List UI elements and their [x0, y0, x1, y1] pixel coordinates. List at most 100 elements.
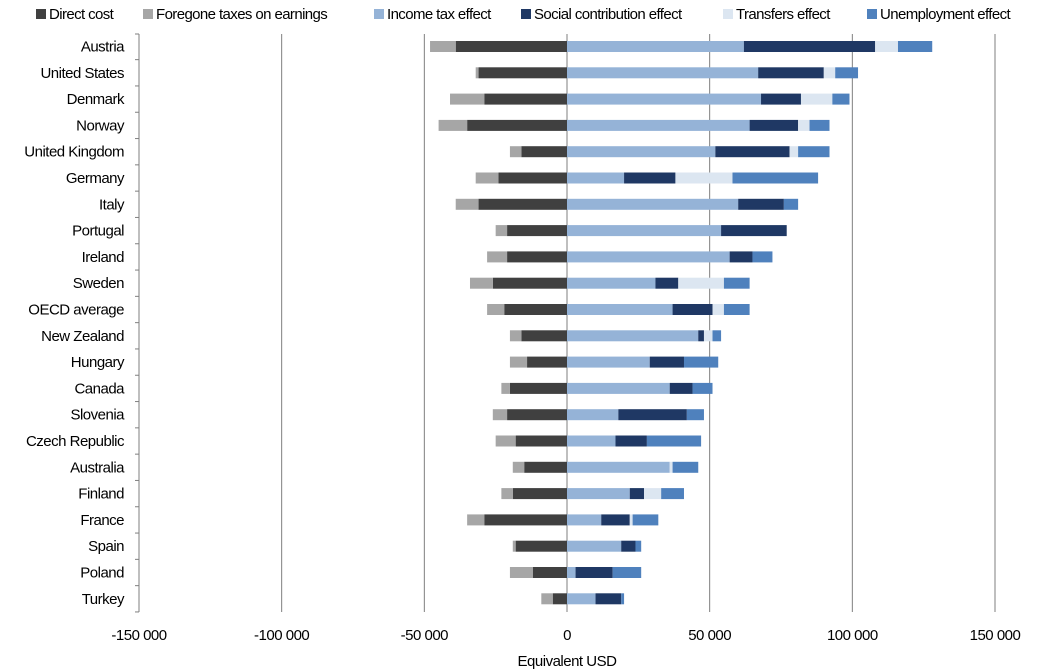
bar-czech-republic-direct-cost	[515, 435, 567, 447]
legend-label: Transfers effect	[736, 6, 831, 23]
bar-spain-foregone-taxes-on-earnings	[512, 540, 516, 552]
bar-denmark-transfers-effect	[800, 93, 833, 105]
bar-slovenia-income-tax-effect	[567, 409, 619, 421]
category-label: Finland	[78, 486, 124, 503]
bar-sweden-transfers-effect	[678, 277, 724, 289]
legend-label: Foregone taxes on earnings	[156, 6, 327, 23]
bar-austria-direct-cost	[455, 41, 567, 52]
bar-austria-transfers-effect	[875, 41, 898, 52]
bar-czech-republic-social-contribution-effect	[615, 435, 647, 447]
category-label: Poland	[80, 565, 124, 582]
bar-ireland-foregone-taxes-on-earnings	[487, 251, 508, 263]
bar-france-unemployment-effect	[632, 514, 659, 526]
bar-germany-unemployment-effect	[732, 172, 819, 184]
x-tick-label: -50 000	[401, 627, 449, 644]
bar-united-kingdom-transfers-effect	[789, 146, 799, 158]
x-tick-label: 100 000	[827, 627, 878, 644]
bar-turkey-social-contribution-effect	[595, 593, 622, 605]
bar-slovenia-social-contribution-effect	[618, 409, 687, 421]
bar-norway-transfers-effect	[798, 119, 810, 131]
category-label: Portugal	[72, 223, 124, 240]
legend-item-foregone-taxes-on-earnings: Foregone taxes on earnings	[143, 6, 328, 23]
bar-portugal-direct-cost	[507, 225, 567, 237]
bar-norway-unemployment-effect	[809, 119, 830, 131]
bar-oecd-average-foregone-taxes-on-earnings	[487, 304, 505, 315]
bar-portugal-foregone-taxes-on-earnings	[495, 225, 508, 237]
bar-united-states-income-tax-effect	[567, 67, 759, 79]
bar-united-kingdom-income-tax-effect	[567, 146, 716, 158]
bar-hungary-social-contribution-effect	[649, 356, 684, 368]
bar-slovenia-foregone-taxes-on-earnings	[492, 409, 508, 421]
legend-item-social-contribution-effect: Social contribution effect	[521, 6, 684, 23]
bar-sweden-social-contribution-effect	[655, 277, 679, 289]
bar-spain-direct-cost	[515, 540, 567, 552]
bar-finland-unemployment-effect	[661, 488, 684, 500]
category-label: New Zealand	[41, 328, 124, 345]
category-label: United States	[40, 65, 124, 82]
bar-italy-direct-cost	[478, 198, 567, 210]
category-label: Spain	[88, 538, 124, 555]
bar-ireland-direct-cost	[507, 251, 567, 263]
bar-italy-foregone-taxes-on-earnings	[455, 198, 479, 210]
bar-sweden-unemployment-effect	[723, 277, 750, 289]
bar-australia-income-tax-effect	[567, 461, 670, 473]
category-label: Australia	[70, 459, 125, 476]
category-labels: Austria United States Denmark Norway United …	[24, 39, 125, 608]
tick-labels: -150 000 -100 000 -50 000 0 50 000 100 000 150…	[111, 627, 1021, 644]
legend-swatch	[723, 9, 733, 19]
category-label: Turkey	[82, 591, 125, 608]
category-label: Slovenia	[70, 407, 125, 424]
bar-sweden-direct-cost	[492, 277, 567, 289]
legend-label: Direct cost	[49, 6, 115, 23]
x-tick-label: 150 000	[970, 627, 1021, 644]
category-label: Canada	[74, 380, 125, 397]
bar-finland-direct-cost	[512, 488, 567, 500]
bar-france-transfers-effect	[629, 514, 633, 526]
bar-united-states-unemployment-effect	[835, 67, 859, 79]
bar-turkey-unemployment-effect	[621, 593, 625, 605]
bar-sweden-income-tax-effect	[567, 277, 656, 289]
category-label: Germany	[66, 170, 125, 187]
bar-slovenia-unemployment-effect	[686, 409, 704, 421]
bar-denmark-unemployment-effect	[832, 93, 850, 105]
category-label: Hungary	[71, 354, 125, 371]
bar-turkey-foregone-taxes-on-earnings	[541, 593, 553, 605]
bar-france-income-tax-effect	[567, 514, 602, 526]
bar-united-kingdom-social-contribution-effect	[715, 146, 790, 158]
bar-united-kingdom-direct-cost	[521, 146, 567, 158]
bar-united-states-direct-cost	[478, 67, 567, 79]
bar-finland-foregone-taxes-on-earnings	[501, 488, 513, 500]
bar-united-states-foregone-taxes-on-earnings	[475, 67, 479, 79]
bar-denmark-direct-cost	[484, 93, 567, 105]
bar-poland-foregone-taxes-on-earnings	[509, 567, 533, 578]
bar-denmark-foregone-taxes-on-earnings	[450, 93, 485, 105]
bar-oecd-average-transfers-effect	[712, 304, 724, 315]
legend: Direct cost Foregone taxes on earnings Inc…	[36, 6, 1012, 23]
legend-swatch	[374, 9, 384, 19]
category-label: Sweden	[73, 275, 124, 292]
bar-united-kingdom-foregone-taxes-on-earnings	[509, 146, 522, 158]
bar-hungary-income-tax-effect	[567, 356, 650, 368]
bar-sweden-foregone-taxes-on-earnings	[469, 277, 493, 289]
bar-canada-income-tax-effect	[567, 382, 670, 394]
bar-italy-unemployment-effect	[783, 198, 799, 210]
bar-australia-direct-cost	[524, 461, 567, 473]
bar-canada-social-contribution-effect	[669, 382, 693, 394]
bar-slovenia-direct-cost	[507, 409, 567, 421]
category-label: Austria	[81, 39, 125, 56]
bar-germany-transfers-effect	[675, 172, 733, 184]
bar-denmark-income-tax-effect	[567, 93, 762, 105]
bar-turkey-income-tax-effect	[567, 593, 596, 605]
bars	[430, 41, 933, 605]
bar-turkey-direct-cost	[552, 593, 567, 605]
legend-swatch	[143, 9, 153, 19]
bar-portugal-social-contribution-effect	[721, 225, 787, 237]
bar-austria-income-tax-effect	[567, 41, 744, 52]
x-tick-label: -100 000	[254, 627, 309, 644]
bar-norway-social-contribution-effect	[749, 119, 799, 131]
bar-oecd-average-income-tax-effect	[567, 304, 673, 315]
bar-new-zealand-direct-cost	[521, 330, 567, 342]
bar-czech-republic-income-tax-effect	[567, 435, 616, 447]
bar-germany-foregone-taxes-on-earnings	[475, 172, 499, 184]
